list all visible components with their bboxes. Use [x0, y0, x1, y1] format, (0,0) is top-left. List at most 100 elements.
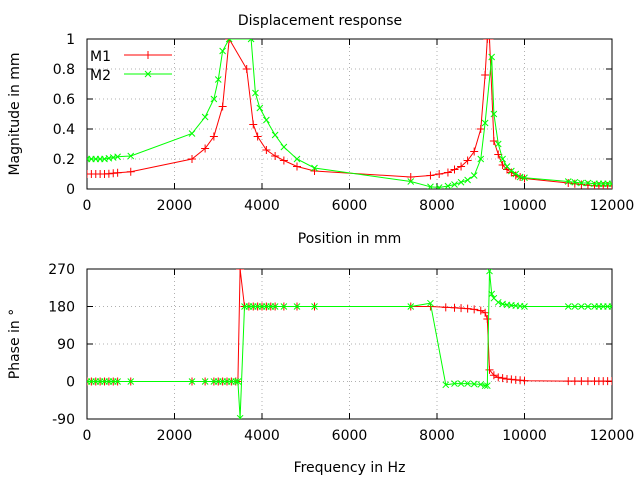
x-tick-label: 2000 [157, 198, 193, 214]
data-point-m2 [512, 170, 520, 178]
data-point-m1 [483, 39, 492, 43]
data-point-m1 [201, 144, 210, 153]
data-point-m2 [571, 303, 579, 310]
y-axis-label: Magnitude in mm [7, 52, 23, 175]
data-point-m2 [427, 183, 434, 189]
data-point-m1 [498, 374, 507, 383]
x-tick-label: 4000 [244, 198, 280, 214]
data-point-m1 [249, 120, 258, 129]
data-point-m2 [280, 303, 288, 310]
data-point-m1 [481, 71, 490, 79]
phase-plot: 0 2000 4000 6000 8000 10000 12000 -90 0 90 180 270 F… [7, 262, 634, 476]
data-point-m1 [483, 315, 492, 323]
data-point-m2 [451, 380, 458, 387]
data-point-m2 [477, 381, 485, 388]
data-point-m2 [464, 380, 471, 387]
data-point-m2 [311, 164, 318, 172]
data-point-m2 [470, 380, 478, 388]
data-point-m2 [477, 155, 485, 163]
data-point-m1 [463, 304, 472, 313]
plot-frame [86, 268, 613, 420]
y-tick-label: 0 [66, 375, 75, 391]
data-point-m2 [508, 167, 515, 175]
x-tick-label: 10000 [502, 198, 547, 214]
data-point-m2 [271, 303, 279, 310]
data-point-m1 [470, 147, 479, 156]
x-axis-label: Frequency in Hz [294, 460, 406, 476]
data-point-m1 [481, 308, 490, 317]
data-point-m2 [571, 178, 579, 186]
data-point-m2 [494, 298, 502, 306]
data-point-m2 [442, 381, 450, 389]
data-point-m2 [219, 47, 226, 55]
x-tick-label: 12000 [590, 198, 635, 214]
data-point-m1 [485, 365, 494, 374]
data-point-m2 [481, 119, 489, 127]
y-tick-label: -90 [52, 412, 75, 428]
data-point-m2 [584, 303, 592, 310]
plot-frame [86, 38, 613, 190]
y-tick-label: 0.4 [53, 122, 75, 138]
data-point-m2 [114, 153, 121, 161]
data-point-m1 [242, 65, 251, 73]
data-point-m2 [256, 104, 264, 112]
data-point-m2 [188, 378, 196, 385]
x-tick-label: 8000 [419, 428, 455, 444]
data-point-m1 [443, 168, 452, 177]
x-tick-label: 8000 [419, 198, 455, 214]
data-point-m1 [253, 132, 262, 141]
x-tick-label: 4000 [244, 428, 280, 444]
y-axis-label: Phase in ° [7, 309, 23, 379]
data-point-m2 [451, 181, 458, 188]
data-point-m2 [234, 378, 242, 385]
x-tick-label: 6000 [332, 428, 368, 444]
legend-marker-m1 [144, 51, 152, 59]
data-point-m1 [293, 162, 301, 171]
data-point-m1 [489, 137, 498, 145]
data-point-m2 [188, 130, 196, 137]
series-m1 [87, 39, 612, 189]
x-tick-label: 0 [83, 198, 92, 214]
data-point-m2 [483, 382, 491, 390]
data-point-m2 [481, 382, 489, 390]
data-point-m1 [520, 376, 529, 385]
data-point-m2 [470, 172, 478, 179]
data-point-m1 [279, 156, 288, 165]
data-point-m2 [280, 143, 288, 151]
data-point-m1 [441, 303, 450, 312]
data-point-m2 [127, 378, 135, 385]
data-point-m2 [488, 290, 496, 298]
data-point-m1 [450, 165, 459, 174]
data-point-m2 [214, 76, 222, 83]
figure-title: Displacement response [238, 13, 402, 29]
data-point-m2 [578, 179, 585, 187]
data-point-m2 [464, 176, 471, 184]
data-point-m2 [584, 179, 592, 187]
data-point-m2 [457, 178, 465, 186]
data-point-m2 [608, 180, 612, 188]
data-point-m2 [127, 152, 135, 160]
data-point-m1 [406, 173, 415, 181]
data-point-m2 [293, 155, 301, 163]
data-point-m1 [577, 180, 586, 189]
x-tick-label: 10000 [502, 428, 547, 444]
data-point-m1 [485, 39, 494, 43]
data-point-m1 [476, 125, 485, 133]
y-tick-label: 90 [57, 337, 75, 353]
data-point-m2 [521, 303, 528, 310]
data-point-m2 [407, 178, 415, 185]
data-point-m2 [564, 303, 572, 310]
legend-marker-m2 [144, 70, 152, 78]
data-point-m1 [463, 156, 472, 165]
data-point-m1 [188, 155, 196, 163]
x-tick-label: 6000 [332, 198, 368, 214]
data-point-m2 [494, 140, 502, 148]
data-point-m2 [488, 53, 496, 61]
data-point-m1 [570, 179, 579, 188]
data-point-m2 [564, 178, 572, 185]
data-point-m1 [218, 102, 227, 111]
x-tick-label: 12000 [590, 428, 635, 444]
data-point-m2 [201, 378, 209, 385]
legend: M1 M2 [90, 49, 172, 84]
data-point-m2 [486, 269, 493, 275]
